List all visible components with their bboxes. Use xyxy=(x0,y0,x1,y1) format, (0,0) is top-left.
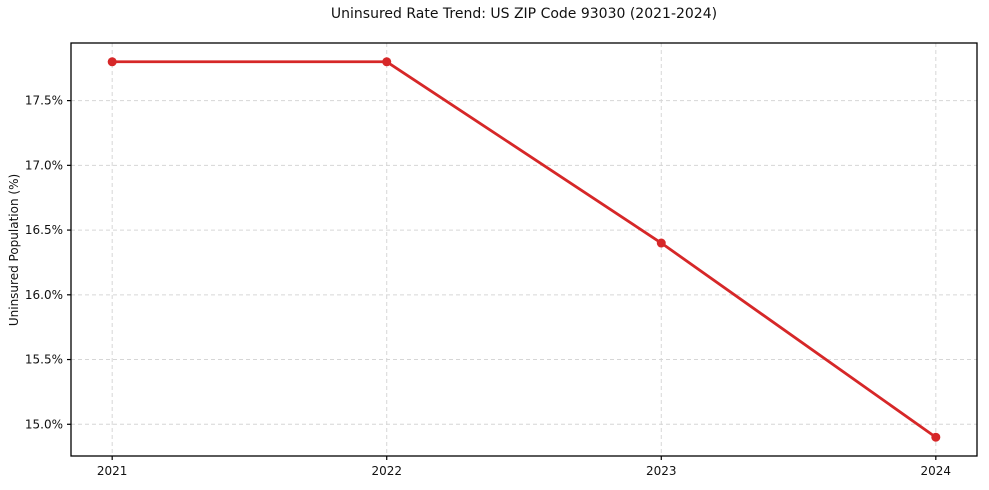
chart-title: Uninsured Rate Trend: US ZIP Code 93030 … xyxy=(330,6,718,22)
y-tick-label: 17.0% xyxy=(25,158,63,172)
y-tick-label: 15.5% xyxy=(25,353,63,367)
data-point-marker xyxy=(382,57,392,67)
x-tick-label: 2022 xyxy=(371,464,402,478)
data-point-marker xyxy=(656,238,666,248)
y-tick-label: 17.5% xyxy=(25,94,63,108)
x-tick-label: 2023 xyxy=(646,464,677,478)
plot-border xyxy=(70,42,978,457)
y-tick-label: 16.0% xyxy=(25,288,63,302)
x-tick-label: 2024 xyxy=(921,464,952,478)
y-tick-label: 16.5% xyxy=(25,223,63,237)
data-point-marker xyxy=(931,432,941,442)
data-point-marker xyxy=(107,57,117,67)
trend-line xyxy=(110,60,938,439)
y-tick-label: 15.0% xyxy=(25,417,63,431)
x-tick-label: 2021 xyxy=(97,464,128,478)
